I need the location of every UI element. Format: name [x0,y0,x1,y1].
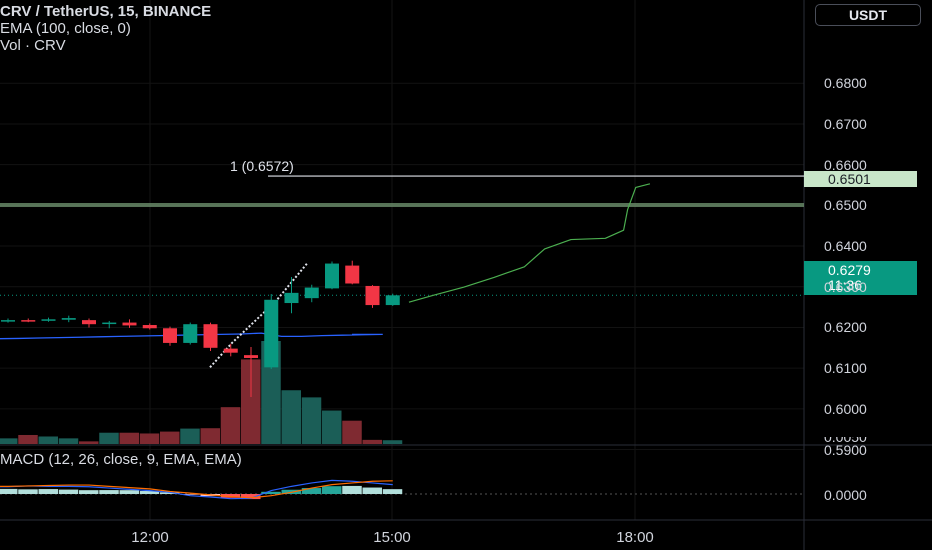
volume-bar [241,359,261,444]
macd-histogram-bar [180,494,200,495]
candle-body [41,319,56,321]
candle-body [385,295,400,306]
volume-bar [79,441,99,444]
target-label: 1 (0.6572) [230,158,294,174]
macd-histogram-bar [139,491,160,494]
candle-body [142,325,157,329]
candle-body [82,320,96,325]
candle-body [223,348,238,353]
price-axis-label: 0.6100 [824,360,867,377]
candle-body [21,320,36,322]
price-axis-label: 0.6400 [824,238,867,255]
macd-histogram-bar [382,489,403,494]
candle-body [345,265,360,284]
volume-bar [200,428,220,444]
partial-axis-label: 0.0050 [824,437,867,445]
candle-body [163,328,177,343]
volume-bar [362,439,382,444]
candle-body [244,355,258,358]
volume-bar [322,410,342,444]
candle-body [61,318,76,320]
time-axis-label: 12:00 [131,529,169,546]
candle-body [325,263,339,289]
ema-legend[interactable]: EMA (100, close, 0) [0,20,131,37]
bar-countdown: 11:36 [828,277,862,293]
macd-histogram-bar [220,494,241,498]
volume-bar [160,431,180,444]
volume-bar [0,438,18,444]
candle-body [284,292,299,304]
volume-bar [18,434,38,444]
macd-line [0,479,393,500]
volume-bar [342,420,362,444]
macd-histogram-bar [18,489,38,494]
time-axis-label: 18:00 [616,529,654,546]
volume-bar [99,432,119,444]
macd-histogram-bar [241,494,261,500]
symbol-title[interactable]: CRV / TetherUS, 15, BINANCE [0,3,212,20]
macd-legend[interactable]: MACD (12, 26, close, 9, EMA, EMA) [0,451,242,468]
candle-body [264,299,279,368]
candle-body [203,324,218,348]
macd-histogram-bar [99,490,119,494]
volume-legend[interactable]: Vol · CRV [0,37,66,54]
volume-bar [139,433,160,444]
macd-histogram-bar [322,486,342,494]
price-axis-label: 0.6200 [824,319,867,336]
signal-line [0,480,393,499]
volume-bar [220,407,241,444]
price-axis-label: 0.5900 [824,441,867,458]
macd-histogram-bar [79,490,99,494]
price-axis-label: 0.6800 [824,75,867,92]
price-axis-label: 0.6700 [824,115,867,132]
macd-histogram-bar [362,487,382,494]
volume-bar [180,428,200,444]
price-axis-label: 0.6500 [824,197,867,214]
volume-bar [58,438,79,444]
volume-bar [38,436,58,444]
volume-bar [119,432,139,444]
price-axis-label: 0.6300 [824,278,867,295]
candle-body [183,324,198,343]
candle-body [304,287,319,299]
dotted-trend-line [209,261,309,369]
last-price-value: 0.6279 [828,262,871,278]
macd-histogram-bar [58,489,79,494]
candle-body [102,322,117,325]
price-axis-label: 0.6000 [824,400,867,417]
volume-bar [301,397,322,444]
macd-histogram-bar [38,489,58,494]
volume-bar [281,390,301,444]
currency-button[interactable]: USDT [815,4,921,26]
volume-bar [382,440,403,444]
candle-body [1,320,15,322]
last-price-tag: 0.6279 11:36 [804,261,917,295]
macd-histogram-bar [342,485,362,494]
time-axis-label: 15:00 [373,529,411,546]
price-axis-label: 0.6600 [824,156,867,173]
horizontal-line-price-tag: 0.6501 [804,171,917,187]
macd-axis-label: 0.0000 [824,487,867,503]
macd-histogram-bar [301,488,322,494]
macd-histogram-bar [0,488,18,494]
macd-histogram-bar [160,492,180,494]
candle-body [365,285,380,306]
macd-histogram-bar [261,491,281,494]
candle-body [122,322,137,326]
macd-histogram-bar [119,490,139,494]
projection-path [408,183,651,303]
